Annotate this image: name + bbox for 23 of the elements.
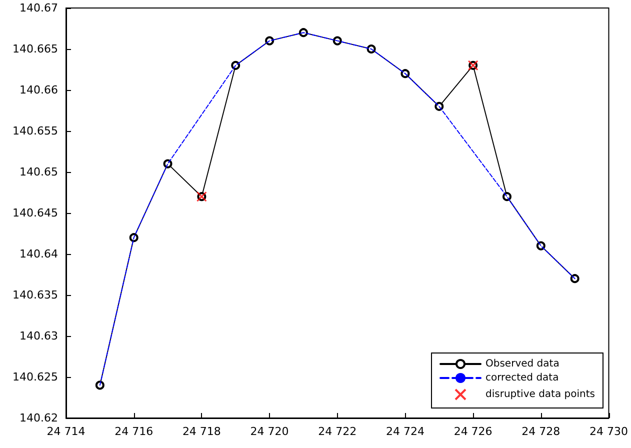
y-tick-label: 140.67 (20, 2, 58, 14)
x-tick-label: 24 724 (386, 425, 424, 438)
y-tick-label: 140.655 (12, 124, 58, 138)
y-tick-label: 140.635 (12, 288, 58, 302)
y-tick-label: 140.665 (12, 42, 58, 56)
y-tick-label: 140.64 (20, 248, 58, 260)
y-tick-label: 140.62 (20, 412, 58, 424)
x-tick-label: 24 720 (250, 425, 289, 438)
x-tick-label: 24 730 (590, 425, 628, 438)
legend-label: disruptive data points (486, 389, 596, 400)
y-tick-label: 140.65 (20, 166, 58, 178)
legend-label: Observed data (486, 358, 560, 370)
y-tick-label: 140.63 (20, 330, 58, 342)
x-tick-label: 24 722 (318, 425, 357, 438)
x-tick-label: 24 714 (46, 425, 86, 438)
y-tick-label: 140.66 (20, 84, 58, 96)
y-tick-label: 140.645 (12, 206, 58, 220)
y-tick-label: 140.625 (12, 370, 58, 384)
x-tick-label: 24 726 (454, 425, 492, 438)
x-tick-label: 24 728 (522, 425, 560, 438)
legend-label: corrected data (486, 372, 559, 384)
x-tick-label: 24 718 (182, 425, 221, 438)
x-tick-label: 24 716 (114, 425, 154, 438)
